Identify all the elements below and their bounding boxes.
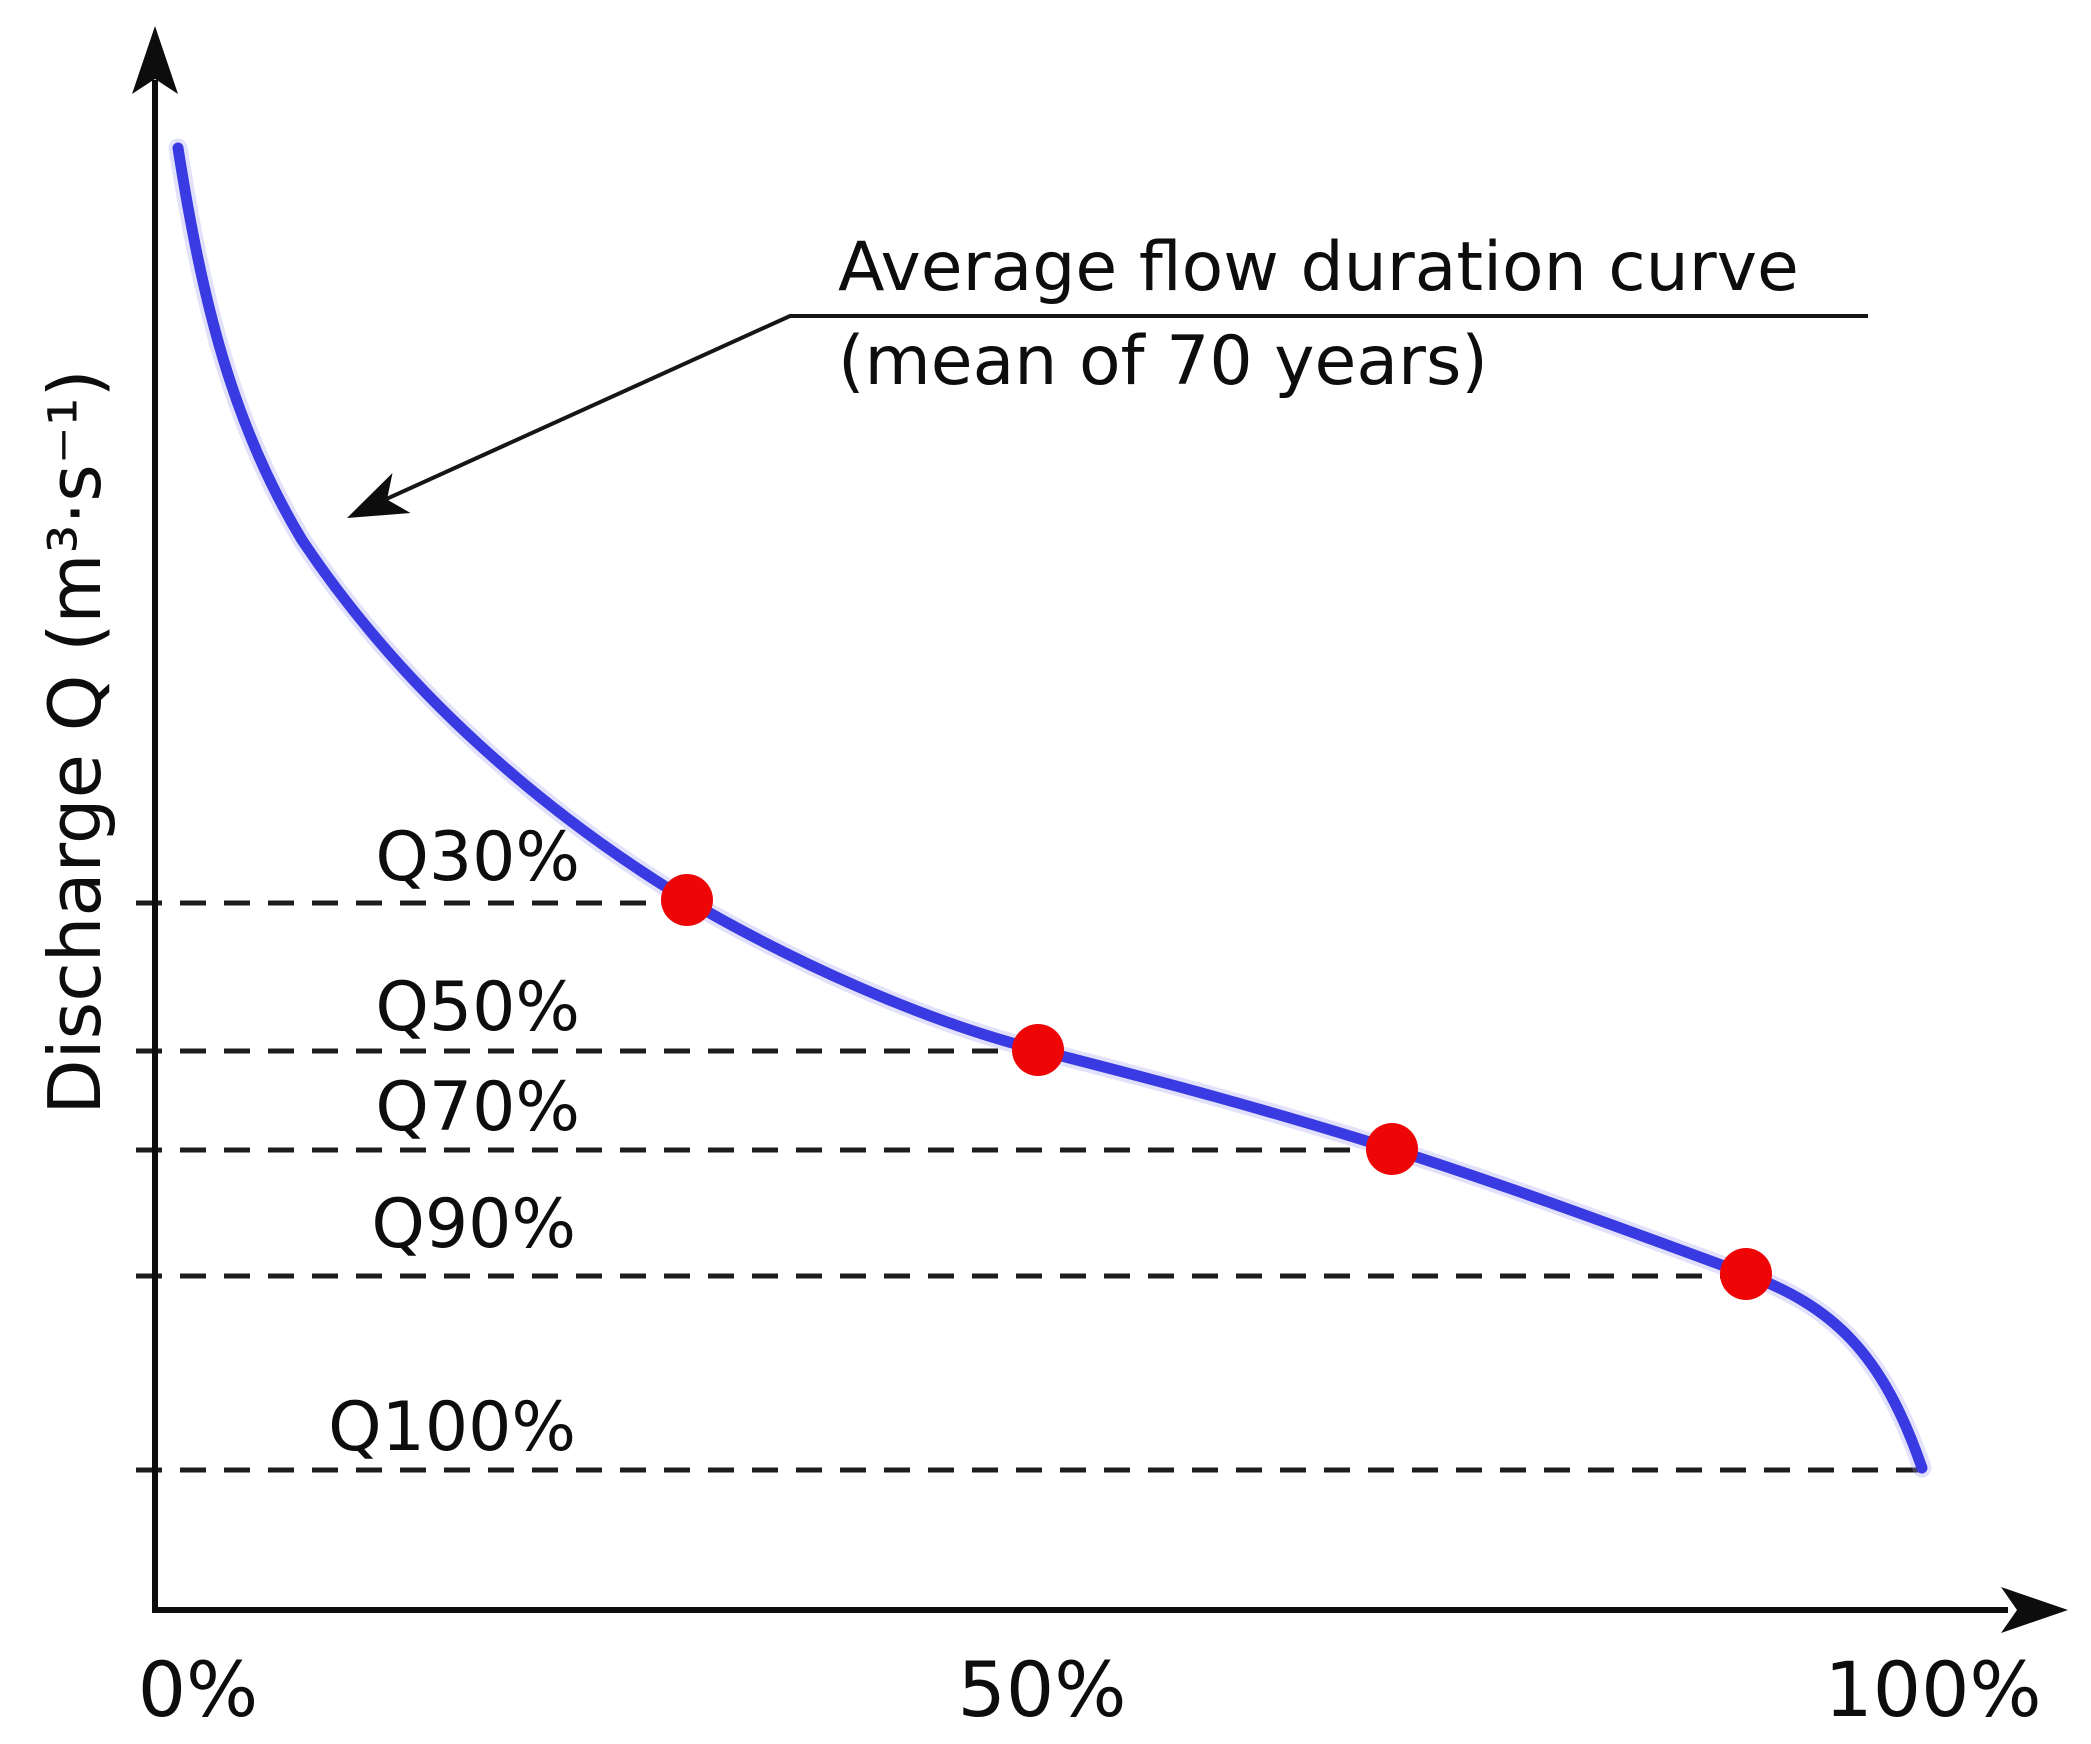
q90-label: Q90% xyxy=(371,1185,576,1264)
q50-label: Q50% xyxy=(375,968,580,1047)
y-axis-label: Discharge Q (m³·s⁻¹) xyxy=(33,369,117,1115)
annotation-leader-line xyxy=(361,314,1868,512)
y-axis-arrow-icon xyxy=(132,26,178,94)
reference-gridlines xyxy=(136,900,1920,1473)
q90-point xyxy=(1720,1248,1772,1300)
flow-duration-curve xyxy=(172,142,1928,1474)
curve-group xyxy=(168,138,1932,1478)
x-tick-100: 100% xyxy=(1824,1645,2041,1734)
q100-label: Q100% xyxy=(328,1388,576,1467)
q30-label: Q30% xyxy=(375,818,580,897)
x-axis-arrow-icon xyxy=(2001,1587,2068,1633)
q70-label: Q70% xyxy=(375,1068,580,1147)
annotation-arrowhead-icon xyxy=(347,473,411,518)
x-tick-50: 50% xyxy=(958,1645,1127,1734)
q50-point xyxy=(1012,1024,1064,1076)
annotation-leader xyxy=(347,314,1868,518)
highlight-points xyxy=(661,874,1772,1300)
q30-point xyxy=(661,874,713,926)
q70-point xyxy=(1366,1123,1418,1175)
axes xyxy=(132,26,2068,1633)
annotation-line1: Average flow duration curve xyxy=(838,228,1799,307)
annotation-line2: (mean of 70 years) xyxy=(838,322,1488,401)
x-tick-0: 0% xyxy=(138,1645,259,1734)
